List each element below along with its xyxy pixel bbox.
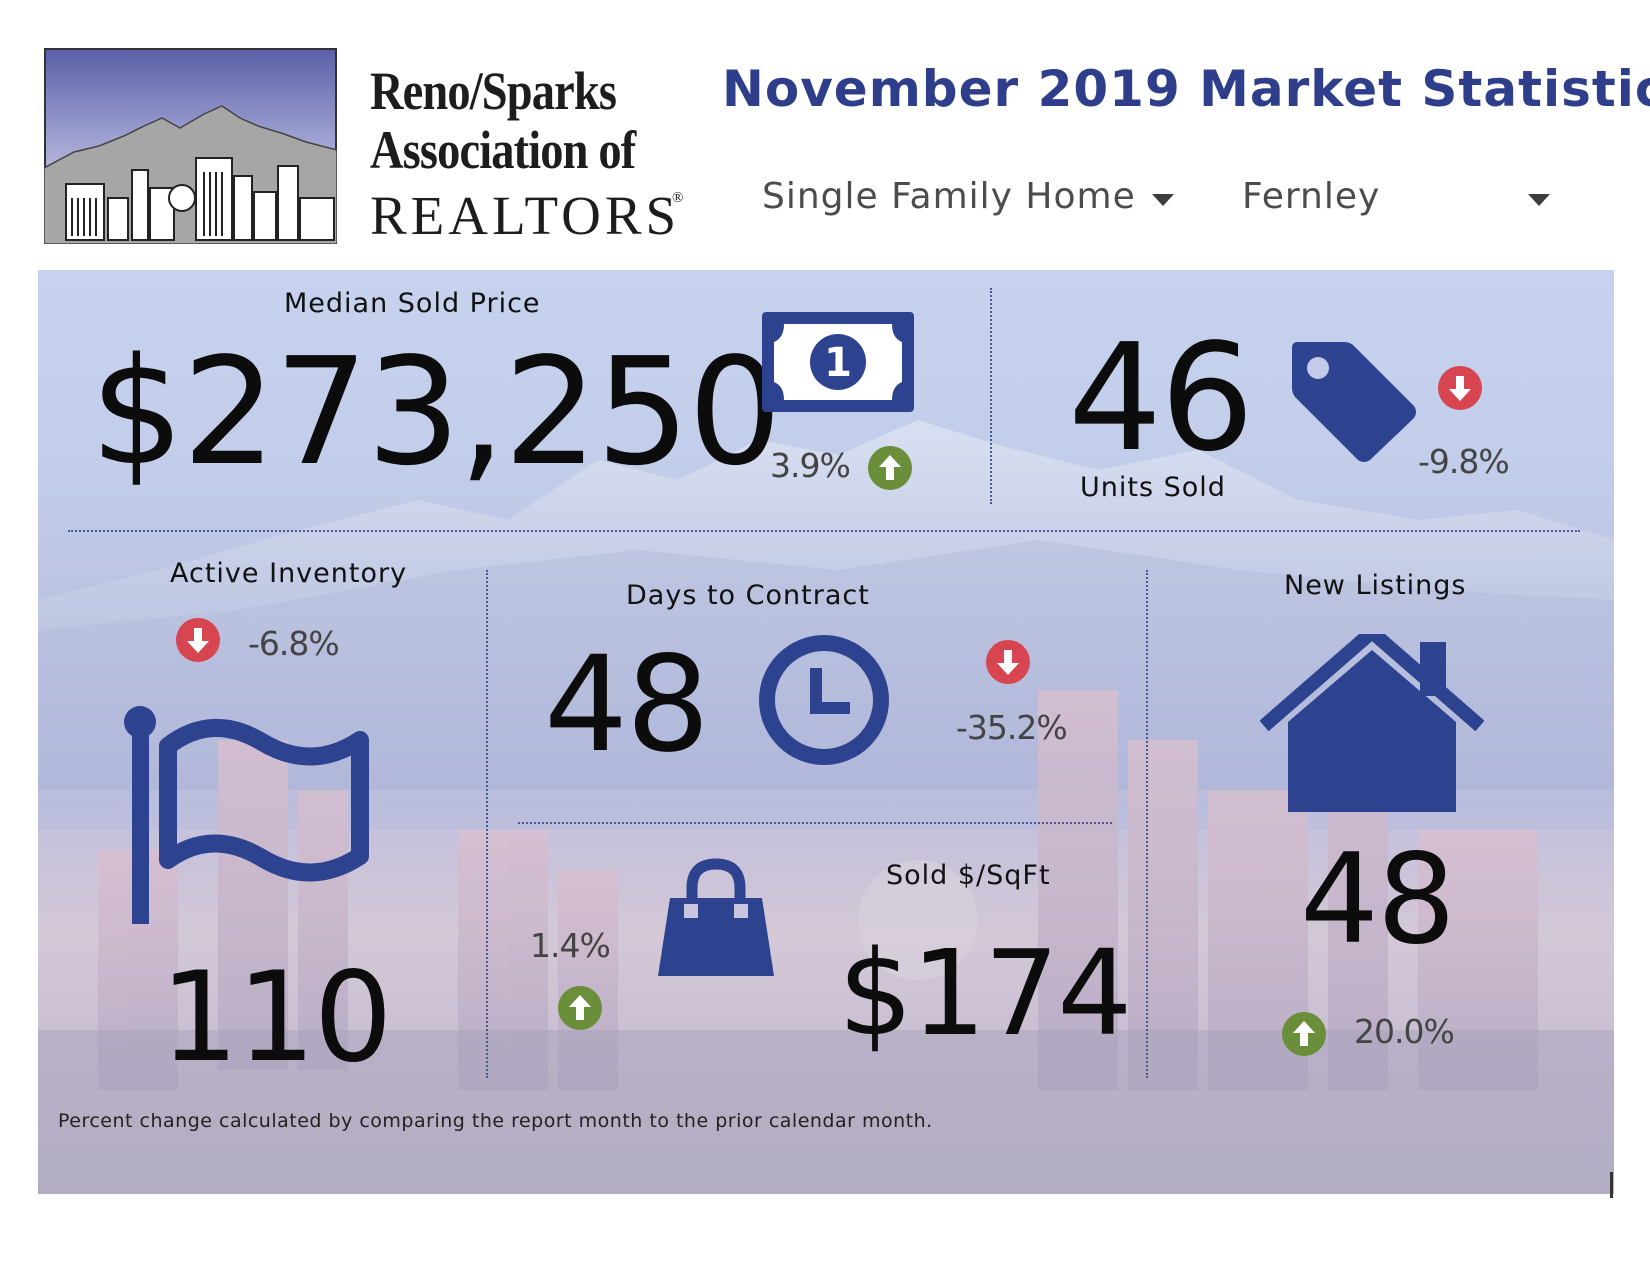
- arrow-up-icon: [868, 446, 912, 490]
- sold-price-per-sqft-value: $174: [838, 924, 1132, 1062]
- footnote: Percent change calculated by comparing t…: [58, 1110, 933, 1132]
- chevron-down-icon: [1528, 194, 1550, 206]
- arrow-up-icon: [1282, 1012, 1326, 1056]
- new-listings-label: New Listings: [1284, 570, 1467, 601]
- property-type-dropdown[interactable]: Single Family Home: [762, 170, 1182, 224]
- text-cursor: [1610, 1172, 1613, 1198]
- units-sold-label: Units Sold: [1080, 472, 1226, 503]
- logo-text-line1: Reno/Sparks: [370, 61, 617, 121]
- house-icon: [1260, 634, 1484, 814]
- divider-horizontal: [518, 822, 1112, 824]
- active-inventory-value: 110: [160, 946, 393, 1090]
- arrow-up-icon: [558, 986, 602, 1030]
- svg-text:1: 1: [824, 340, 852, 386]
- logo-skyline-image: [43, 48, 338, 245]
- sold-price-per-sqft-label: Sold $/SqFt: [886, 860, 1051, 891]
- median-sold-price-label: Median Sold Price: [284, 288, 541, 319]
- stats-dashboard-panel: Median Sold Price $273,250 1 3.9% 46 -9: [38, 270, 1614, 1194]
- median-sold-price-change: 3.9%: [770, 446, 851, 485]
- property-type-value: Single Family Home: [762, 176, 1136, 217]
- divider-horizontal: [68, 530, 1580, 532]
- chevron-down-icon: [1152, 194, 1174, 206]
- dollar-bill-icon: 1: [762, 312, 914, 412]
- page-title: November 2019 Market Statistics: [722, 60, 1650, 118]
- price-tag-icon: [1288, 340, 1420, 464]
- arrow-down-icon: [986, 640, 1030, 684]
- new-listings-change: 20.0%: [1354, 1012, 1455, 1051]
- active-inventory-change: -6.8%: [248, 624, 340, 663]
- shopping-bag-icon: [658, 858, 774, 978]
- new-listings-value: 48: [1300, 828, 1456, 972]
- units-sold-value: 46: [1068, 312, 1254, 484]
- divider-vertical: [990, 288, 992, 504]
- days-to-contract-change: -35.2%: [956, 708, 1068, 747]
- logo-text-line3: REALTORS: [370, 185, 681, 246]
- days-to-contract-value: 48: [544, 628, 710, 782]
- median-sold-price-value: $273,250: [90, 326, 782, 498]
- active-inventory-label: Active Inventory: [170, 558, 408, 589]
- arrow-down-icon: [1438, 366, 1482, 410]
- area-dropdown[interactable]: Fernley: [1242, 170, 1572, 224]
- arrow-down-icon: [176, 618, 220, 662]
- flag-icon: [122, 706, 382, 926]
- divider-vertical: [1146, 570, 1148, 1078]
- divider-vertical: [486, 570, 488, 1078]
- area-value: Fernley: [1242, 176, 1381, 217]
- city-mountain-background: [38, 420, 1614, 1194]
- units-sold-change: -9.8%: [1418, 442, 1510, 481]
- days-to-contract-label: Days to Contract: [626, 580, 870, 611]
- clock-icon: [758, 634, 890, 766]
- logo-registered-mark: ®: [672, 190, 684, 206]
- sold-price-per-sqft-change: 1.4%: [530, 926, 611, 965]
- logo-text-line2: Association of: [370, 120, 636, 180]
